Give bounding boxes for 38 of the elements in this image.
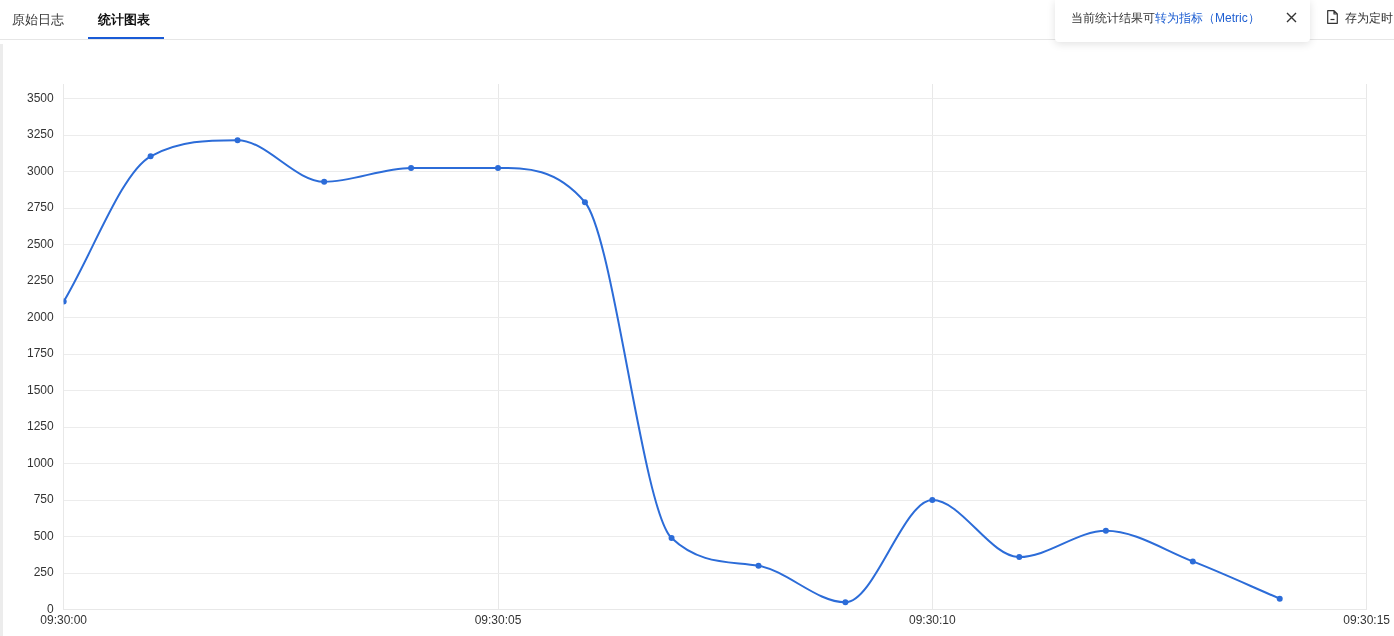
point <box>581 199 588 206</box>
y-tick-label: 750 <box>33 492 55 507</box>
y-tick-label: 250 <box>33 565 55 580</box>
point <box>1189 558 1196 565</box>
point <box>234 137 241 144</box>
y-tick-label: 500 <box>33 528 55 543</box>
y-tick-label: 2000 <box>26 309 55 324</box>
y-tick-label: 2500 <box>26 236 55 251</box>
y-tick-label: 0 <box>47 601 55 616</box>
text: 转为指标（Metric） <box>1155 10 1260 26</box>
y-tick-label: 1750 <box>26 346 55 361</box>
point <box>1102 527 1109 534</box>
y-tick-label: 3500 <box>26 90 55 105</box>
y-tick-label: 3250 <box>26 127 55 142</box>
x-tick-label: 09:30:00 <box>40 613 88 628</box>
point <box>842 599 849 606</box>
y-tick-label: 1250 <box>26 419 55 434</box>
point <box>495 164 502 171</box>
y-tick-label: 2750 <box>26 200 55 215</box>
text: 当前统计结果可 <box>1071 10 1155 26</box>
x-tick-label: 09:30:15 <box>1343 613 1391 628</box>
point <box>1276 595 1283 602</box>
y-tick-label: 1000 <box>26 455 55 470</box>
text: 统计图表 <box>98 12 150 28</box>
point <box>668 535 675 542</box>
point <box>321 178 328 185</box>
text: 原始日志 <box>12 12 64 28</box>
point <box>1016 554 1023 561</box>
text: 存为定时 <box>1345 10 1393 26</box>
point <box>929 497 936 504</box>
y-tick-label: 3000 <box>26 163 55 178</box>
x-tick-label: 09:30:05 <box>474 613 522 628</box>
y-tick-label: 2250 <box>26 273 55 288</box>
point <box>755 562 762 569</box>
y-tick-label: 1500 <box>26 382 55 397</box>
x-tick-label: 09:30:10 <box>908 613 957 628</box>
point <box>147 153 154 160</box>
point <box>408 164 415 171</box>
